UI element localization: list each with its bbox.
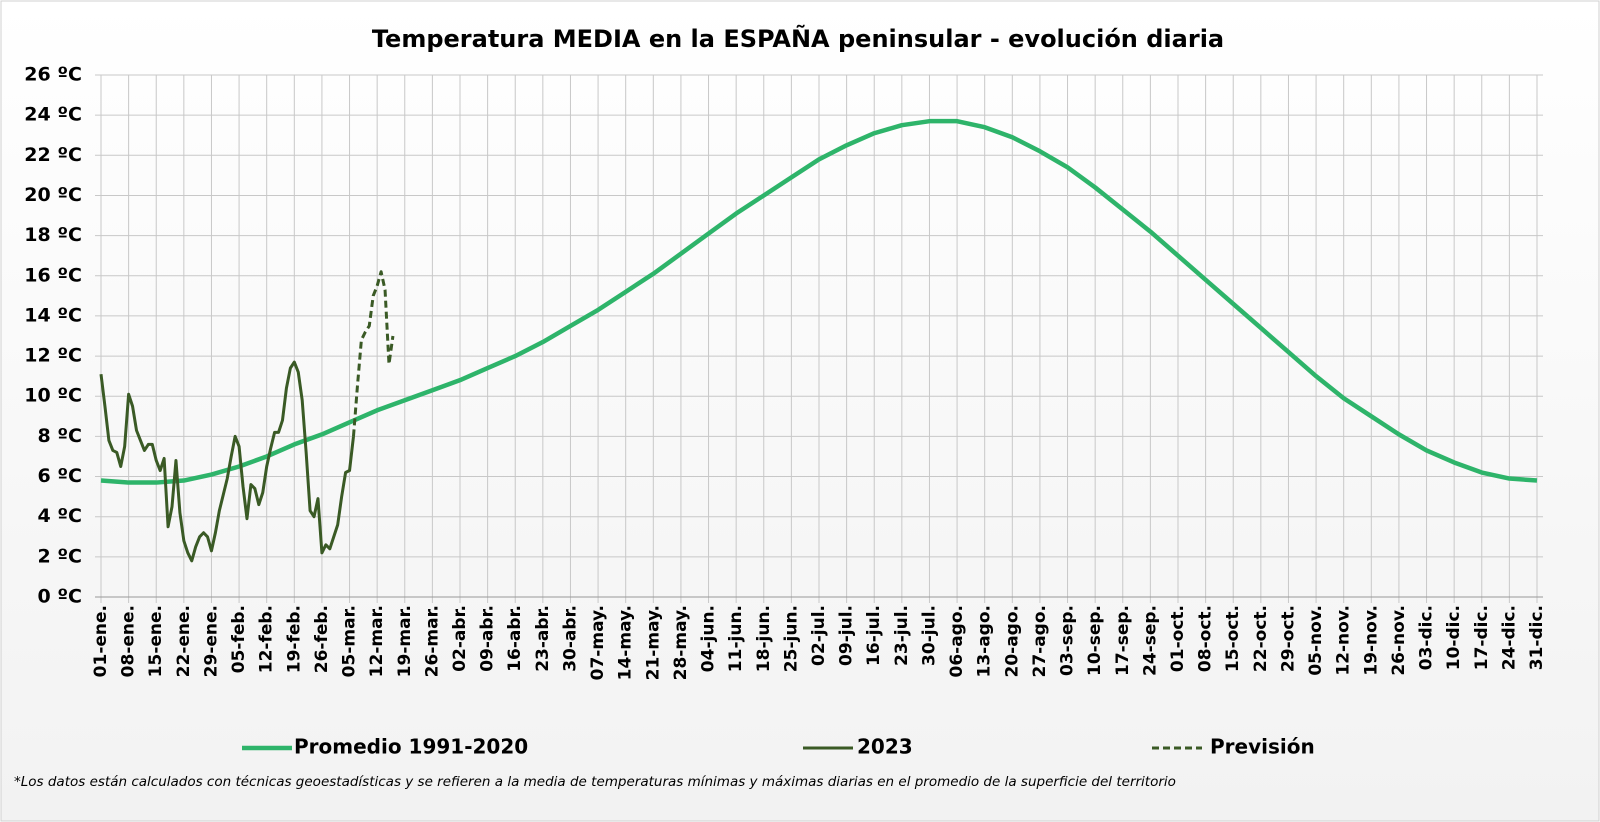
series-line bbox=[100, 118, 1538, 485]
x-tick-label: 01-oct. bbox=[1168, 605, 1188, 672]
x-tick-label: 23-abr. bbox=[533, 605, 553, 672]
y-tick-label: 16 ºC bbox=[24, 264, 82, 286]
x-tick-label: 19-feb. bbox=[284, 605, 304, 673]
x-tick-label: 22-oct. bbox=[1251, 605, 1271, 672]
x-tick-label: 02-abr. bbox=[450, 605, 470, 672]
x-tick-label: 19-mar. bbox=[395, 605, 415, 677]
y-tick-label: 22 ºC bbox=[24, 144, 82, 166]
x-tick-label: 04-jun. bbox=[699, 605, 719, 672]
x-tick-label: 26-mar. bbox=[422, 605, 442, 677]
x-tick-label: 17-sep. bbox=[1113, 605, 1133, 676]
x-tick-label: 24-sep. bbox=[1140, 605, 1160, 676]
x-tick-label: 15-oct. bbox=[1223, 605, 1243, 672]
x-tick-label: 28-may. bbox=[671, 605, 691, 680]
x-tick-label: 19-nov. bbox=[1361, 605, 1381, 676]
y-tick-label: 24 ºC bbox=[24, 104, 82, 126]
series-line bbox=[351, 270, 395, 437]
x-tick-label: 15-ene. bbox=[146, 605, 166, 677]
x-tick-label: 21-may. bbox=[643, 605, 663, 680]
y-tick-label: 14 ºC bbox=[24, 304, 82, 326]
x-tick-label: 06-ago. bbox=[947, 605, 967, 678]
x-tick-label: 14-may. bbox=[616, 605, 636, 680]
x-tick-label: 09-jul. bbox=[837, 605, 857, 666]
y-tick-label: 6 ºC bbox=[38, 465, 83, 487]
x-tick-label: 01-ene. bbox=[91, 605, 111, 677]
x-tick-label: 12-nov. bbox=[1334, 605, 1354, 676]
chart-title: Temperatura MEDIA en la ESPAÑA peninsula… bbox=[372, 24, 1224, 53]
x-tick-label: 20-ago. bbox=[1002, 605, 1022, 678]
x-tick-label: 10-sep. bbox=[1085, 605, 1105, 676]
x-tick-label: 27-ago. bbox=[1030, 605, 1050, 678]
y-tick-label: 10 ºC bbox=[24, 385, 82, 407]
x-tick-label: 23-jul. bbox=[892, 605, 912, 666]
x-tick-label: 07-may. bbox=[588, 605, 608, 680]
x-tick-label: 31-dic. bbox=[1527, 605, 1547, 670]
x-tick-label: 03-dic. bbox=[1417, 605, 1437, 670]
x-tick-label: 30-jul. bbox=[919, 605, 939, 666]
x-tick-label: 24-dic. bbox=[1499, 605, 1519, 670]
x-tick-label: 08-ene. bbox=[119, 605, 139, 677]
legend-label: Previsión bbox=[1210, 735, 1315, 759]
x-tick-label: 26-nov. bbox=[1389, 605, 1409, 676]
x-tick-label: 11-jun. bbox=[726, 605, 746, 672]
x-tick-label: 16-jul. bbox=[864, 605, 884, 666]
y-tick-label: 20 ºC bbox=[24, 184, 82, 206]
x-tick-label: 26-feb. bbox=[312, 605, 332, 673]
y-tick-label: 26 ºC bbox=[24, 64, 82, 86]
x-tick-label: 03-sep. bbox=[1058, 605, 1078, 676]
x-tick-label: 08-oct. bbox=[1196, 605, 1216, 672]
x-tick-label: 13-ago. bbox=[975, 605, 995, 678]
x-tick-label: 05-nov. bbox=[1306, 605, 1326, 676]
x-tick-label: 17-dic. bbox=[1472, 605, 1492, 670]
x-tick-label: 16-abr. bbox=[505, 605, 525, 672]
x-tick-label: 18-jun. bbox=[754, 605, 774, 672]
x-tick-label: 12-mar. bbox=[367, 605, 387, 677]
x-tick-label: 29-ene. bbox=[201, 605, 221, 677]
x-tick-label: 29-oct. bbox=[1278, 605, 1298, 672]
y-tick-label: 12 ºC bbox=[24, 345, 82, 367]
x-tick-label: 22-ene. bbox=[174, 605, 194, 677]
x-tick-label: 02-jul. bbox=[809, 605, 829, 666]
x-tick-label: 25-jun. bbox=[781, 605, 801, 672]
x-tick-label: 10-dic. bbox=[1444, 605, 1464, 670]
x-tick-label: 12-feb. bbox=[257, 605, 277, 673]
x-tick-label: 30-abr. bbox=[560, 605, 580, 672]
x-tick-label: 05-feb. bbox=[229, 605, 249, 673]
y-tick-label: 2 ºC bbox=[38, 545, 83, 567]
x-tick-label: 09-abr. bbox=[478, 605, 498, 672]
series-line bbox=[99, 360, 355, 563]
y-tick-label: 18 ºC bbox=[24, 224, 82, 246]
y-tick-label: 8 ºC bbox=[38, 425, 83, 447]
footnote: *Los datos están calculados con técnicas… bbox=[14, 774, 1176, 790]
legend-label: 2023 bbox=[857, 735, 913, 759]
y-tick-label: 0 ºC bbox=[38, 586, 83, 608]
y-tick-label: 4 ºC bbox=[38, 505, 83, 527]
x-tick-label: 05-mar. bbox=[340, 605, 360, 677]
legend-label: Promedio 1991-2020 bbox=[294, 735, 528, 759]
